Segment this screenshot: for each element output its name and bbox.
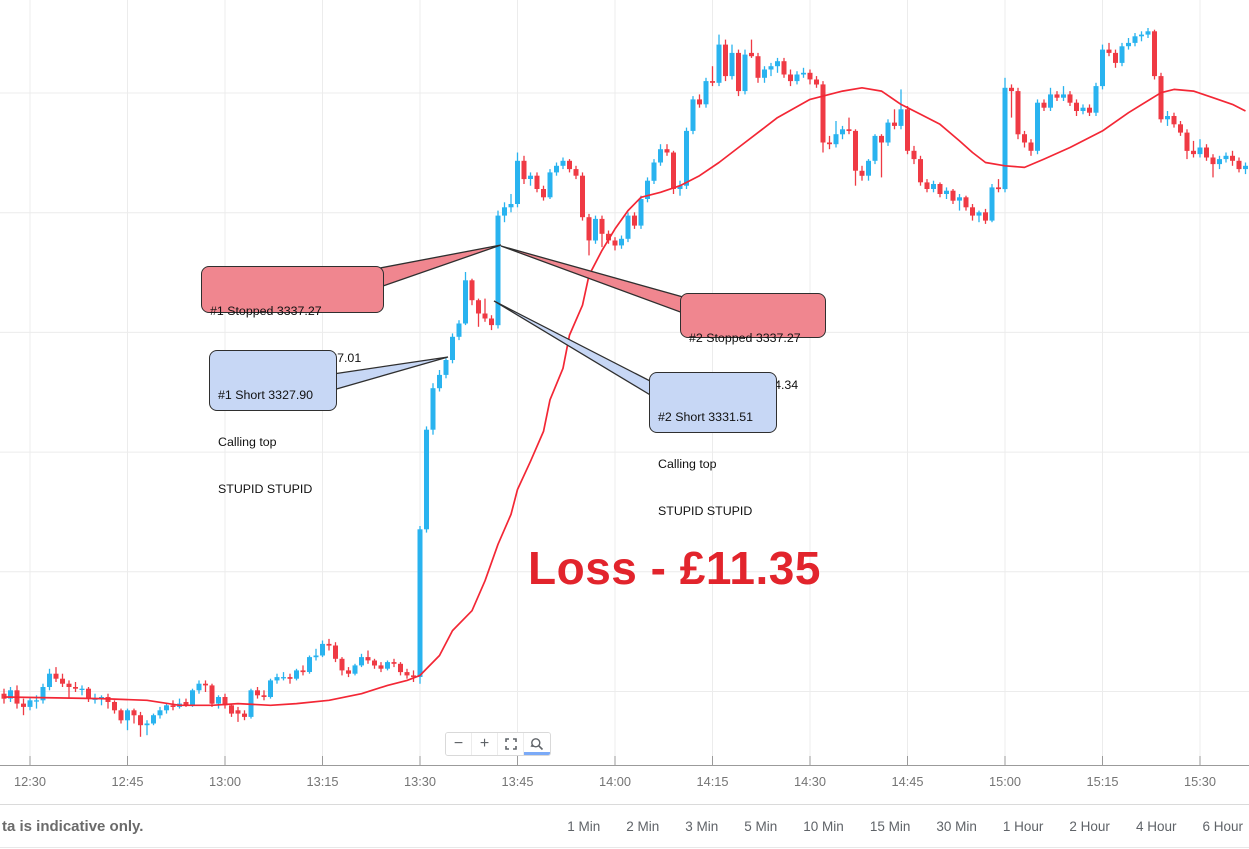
timeframe-button-3-min[interactable]: 3 Min bbox=[685, 818, 719, 834]
plus-icon: + bbox=[479, 735, 490, 752]
annotation-text: STUPID STUPID bbox=[218, 481, 313, 496]
fit-screen-icon bbox=[504, 738, 517, 750]
annotation-short1[interactable]: #1 Short 3327.90 Calling top STUPID STUP… bbox=[209, 350, 337, 496]
time-axis-label: 15:00 bbox=[989, 774, 1021, 789]
timeframe-button-6-hour[interactable]: 6 Hour bbox=[1202, 818, 1243, 834]
timeframe-button-2-hour[interactable]: 2 Hour bbox=[1069, 818, 1110, 834]
time-axis-label: 12:45 bbox=[111, 774, 143, 789]
annotation-text: #1 Short 3327.90 bbox=[218, 388, 314, 403]
disclaimer-text: ta is indicative only. bbox=[2, 817, 144, 835]
callout-pointers bbox=[332, 244, 684, 398]
time-axis-label: 15:30 bbox=[1184, 774, 1216, 789]
time-axis-label: 13:45 bbox=[501, 774, 533, 789]
time-axis-label: 14:30 bbox=[794, 774, 826, 789]
bottom-bar: ta is indicative only. 1 Min 2 Min 3 Min 5 … bbox=[0, 804, 1249, 848]
timeframe-selector: 1 Min 2 Min 3 Min 5 Min 10 Min 15 Min 30 Min 1 … bbox=[567, 819, 1249, 834]
time-axis-label: 14:00 bbox=[599, 774, 631, 789]
fit-screen-button[interactable] bbox=[498, 733, 524, 755]
gridlines bbox=[0, 0, 1249, 765]
stop2-callout-pointer bbox=[500, 245, 684, 314]
time-axis-label: 13:00 bbox=[209, 774, 241, 789]
loss-total-annotation[interactable]: Loss - £11.35 bbox=[528, 542, 821, 594]
timeframe-button-5-min[interactable]: 5 Min bbox=[744, 818, 778, 834]
zoom-out-button[interactable]: − bbox=[446, 733, 472, 755]
time-axis-label: 14:45 bbox=[891, 774, 923, 789]
annotation-text: STUPID STUPID bbox=[658, 503, 753, 518]
price-chart[interactable]: 12:30 12:45 13:00 13:15 13:30 13:45 14:00 14:15… bbox=[0, 0, 1249, 806]
timeframe-button-4-hour[interactable]: 4 Hour bbox=[1135, 818, 1177, 834]
timeframe-button-10-min[interactable]: 10 Min bbox=[803, 818, 844, 834]
minus-icon: − bbox=[453, 735, 464, 752]
stop1-callout-pointer bbox=[379, 244, 502, 288]
chart-zoom-toolbar: − + bbox=[445, 732, 551, 756]
annotation-short2[interactable]: #2 Short 3331.51 Calling top STUPID STUP… bbox=[649, 372, 777, 518]
time-axis-label: 12:30 bbox=[14, 774, 46, 789]
active-tool-indicator bbox=[524, 752, 550, 755]
moving-average-line bbox=[3, 86, 1246, 707]
time-axis-label: 15:15 bbox=[1086, 774, 1118, 789]
timeframe-button-15-min[interactable]: 15 Min bbox=[869, 818, 911, 834]
time-axis-label: 13:15 bbox=[306, 774, 338, 789]
time-axis: 12:30 12:45 13:00 13:15 13:30 13:45 14:00 14:15… bbox=[0, 756, 1249, 789]
annotation-stop1[interactable]: #1 Stopped 3337.27 Loss £9.30 - $9.01 = … bbox=[201, 266, 384, 365]
annotation-stop2[interactable]: #2 Stopped 3337.27 Loss $5.76 = £4.34 bbox=[680, 293, 826, 392]
timeframe-button-1-min[interactable]: 1 Min bbox=[567, 818, 601, 834]
annotation-text: #2 Stopped 3337.27 bbox=[689, 331, 801, 346]
zoom-in-button[interactable]: + bbox=[472, 733, 498, 755]
time-axis-label: 14:15 bbox=[696, 774, 728, 789]
timeframe-button-1-hour[interactable]: 1 Hour bbox=[1002, 818, 1044, 834]
annotation-text: Calling top bbox=[218, 434, 277, 449]
time-axis-label: 13:30 bbox=[404, 774, 436, 789]
annotation-text: #2 Short 3331.51 bbox=[658, 410, 754, 425]
zoom-reset-magnifier-icon bbox=[530, 738, 544, 751]
zoom-reset-button[interactable] bbox=[524, 733, 550, 755]
timeframe-button-2-min[interactable]: 2 Min bbox=[626, 818, 660, 834]
timeframe-button-30-min[interactable]: 30 Min bbox=[936, 818, 977, 834]
annotation-text: Calling top bbox=[658, 456, 717, 471]
annotation-text: #1 Stopped 3337.27 bbox=[210, 304, 322, 319]
candlestick-series bbox=[1, 28, 1248, 737]
